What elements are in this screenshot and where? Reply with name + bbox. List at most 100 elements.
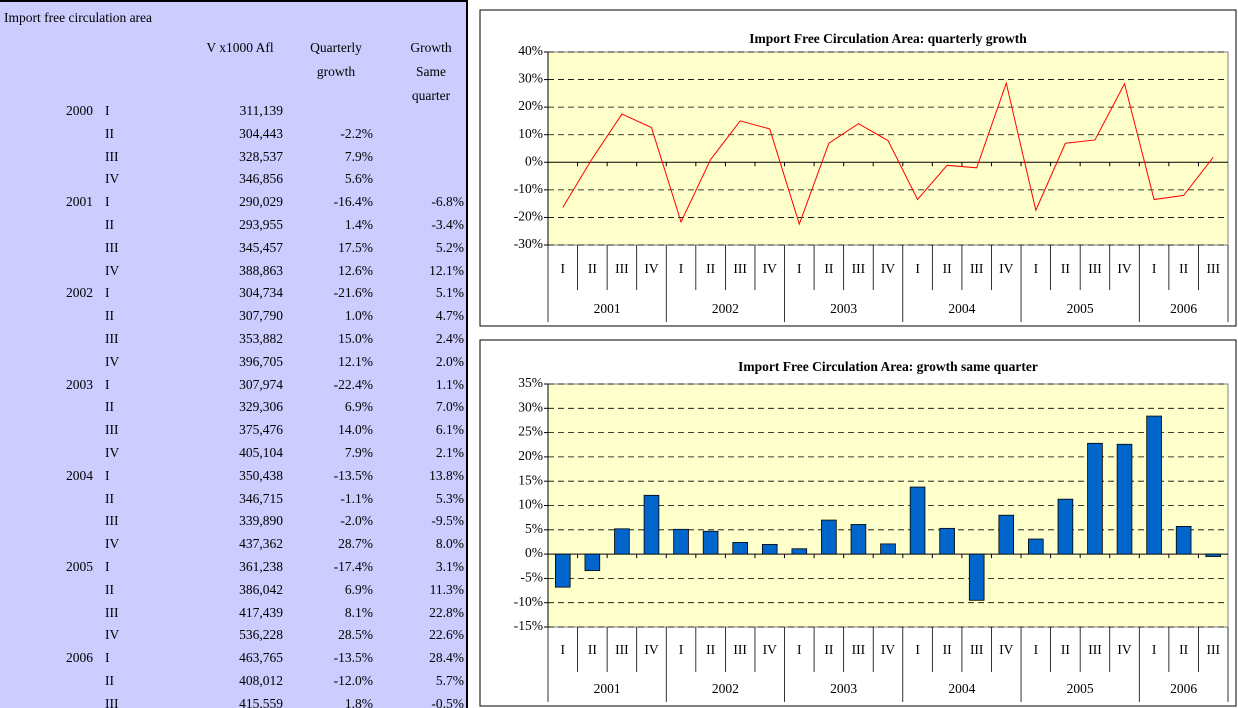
table-cell: 8.1% [344, 604, 373, 620]
y-tick-label: 20% [518, 98, 543, 113]
table-cell: 6.9% [344, 581, 373, 597]
table-cell: 405,104 [239, 445, 283, 460]
data-line [562, 81, 1214, 226]
y-tick-label: 15% [518, 472, 543, 487]
y-tick-label: 10% [518, 497, 543, 512]
x-tick-label: II [588, 642, 597, 657]
y-tick-label: 30% [518, 399, 543, 414]
y-tick-label: 20% [518, 448, 543, 463]
bar [791, 548, 808, 555]
table-cell: 329,306 [239, 399, 283, 415]
x-tick-label: I [1152, 642, 1157, 657]
table-cell: 328,537 [239, 148, 283, 164]
table-cell: II [105, 399, 114, 415]
table-cell: 28.5% [338, 627, 373, 643]
bar [1175, 525, 1192, 555]
x-tick-label: IV [763, 642, 777, 657]
table-cell: 1.4% [344, 217, 373, 232]
x-group-label: 2005 [1067, 301, 1094, 316]
table-cell: -22.4% [333, 376, 373, 392]
table-cell: -2.2% [340, 125, 373, 141]
table-cell: 22.6% [429, 627, 464, 643]
x-tick-label: I [915, 261, 920, 276]
table-cell: -13.5% [333, 467, 373, 483]
table-cell: 353,882 [239, 331, 283, 346]
table-cell: 5.7% [435, 673, 464, 688]
bar [1057, 498, 1074, 555]
table-cell: I [105, 467, 110, 483]
x-group-label: 2002 [712, 301, 739, 316]
table-cell: I [105, 559, 110, 574]
table-cell: 4.7% [435, 308, 464, 324]
x-tick-label: I [679, 261, 684, 276]
chart-title: Import Free Circulation Area: growth sam… [738, 359, 1038, 374]
bar [732, 542, 748, 555]
table-cell: 417,439 [239, 604, 283, 620]
x-tick-label: III [733, 261, 747, 276]
table-cell: 2000 [66, 103, 93, 118]
bar [761, 543, 778, 555]
x-tick-label: III [970, 261, 984, 276]
table-cell: 396,705 [239, 353, 283, 369]
x-tick-label: IV [644, 642, 658, 657]
table-cell: 293,955 [239, 217, 283, 232]
table-cell: 7.9% [344, 148, 373, 164]
x-tick-label: I [679, 642, 684, 657]
x-group-label: 2005 [1067, 681, 1094, 696]
table-cell: 2001 [66, 194, 93, 210]
table-cell: IV [105, 353, 120, 369]
bar [1146, 415, 1162, 555]
y-tick-label: 0% [525, 545, 543, 560]
table-cell: IV [105, 262, 120, 278]
table-cell: 345,457 [239, 239, 283, 255]
x-tick-label: III [852, 261, 866, 276]
y-tick-label: -20% [514, 209, 543, 224]
table-cell: -6.8% [431, 194, 464, 210]
x-tick-label: IV [644, 261, 658, 276]
y-tick-label: 10% [518, 126, 543, 141]
x-tick-label: II [706, 642, 715, 657]
x-tick-label: I [561, 642, 566, 657]
table-cell: -13.5% [333, 650, 373, 666]
bar [673, 528, 689, 555]
x-tick-label: III [852, 642, 866, 657]
table-cell: 346,715 [239, 490, 283, 506]
x-group-label: 2003 [830, 301, 857, 316]
bar [1028, 538, 1044, 555]
table-cell: 307,790 [239, 308, 283, 324]
table-cell: 304,443 [239, 125, 283, 141]
table-cell: -3.4% [431, 217, 464, 232]
table-cell: 437,362 [239, 536, 283, 552]
x-group-label: 2006 [1170, 681, 1197, 696]
x-tick-label: II [824, 261, 833, 276]
table-cell: 8.0% [435, 536, 464, 552]
x-tick-label: IV [999, 642, 1013, 657]
table-cell: 2.0% [435, 353, 464, 369]
bar [880, 543, 896, 555]
x-tick-label: II [1179, 261, 1188, 276]
table-cell: 361,238 [239, 559, 283, 574]
table-cell: 3.1% [435, 559, 464, 574]
x-tick-label: III [1088, 261, 1102, 276]
x-tick-label: I [915, 642, 920, 657]
table-cell: 307,974 [239, 376, 283, 392]
x-tick-label: III [615, 261, 629, 276]
table-cell: 2005 [66, 559, 93, 574]
bar [643, 494, 660, 555]
table-cell: -1.1% [340, 490, 373, 506]
table-cell: 1.8% [344, 695, 373, 708]
y-tick-label: 0% [525, 153, 543, 168]
table-cell: I [105, 376, 110, 392]
column-header: Growth Same quarter [410, 40, 452, 103]
bar [1205, 553, 1222, 557]
table-cell: III [105, 695, 119, 708]
table-cell: I [105, 194, 110, 210]
table-cell: 386,042 [239, 581, 283, 597]
table-cell: 2002 [66, 285, 93, 301]
table-cell: 7.0% [435, 399, 464, 415]
bar [614, 528, 630, 555]
x-tick-label: II [943, 261, 952, 276]
table-cell: 12.1% [338, 353, 373, 369]
x-tick-label: IV [881, 642, 895, 657]
